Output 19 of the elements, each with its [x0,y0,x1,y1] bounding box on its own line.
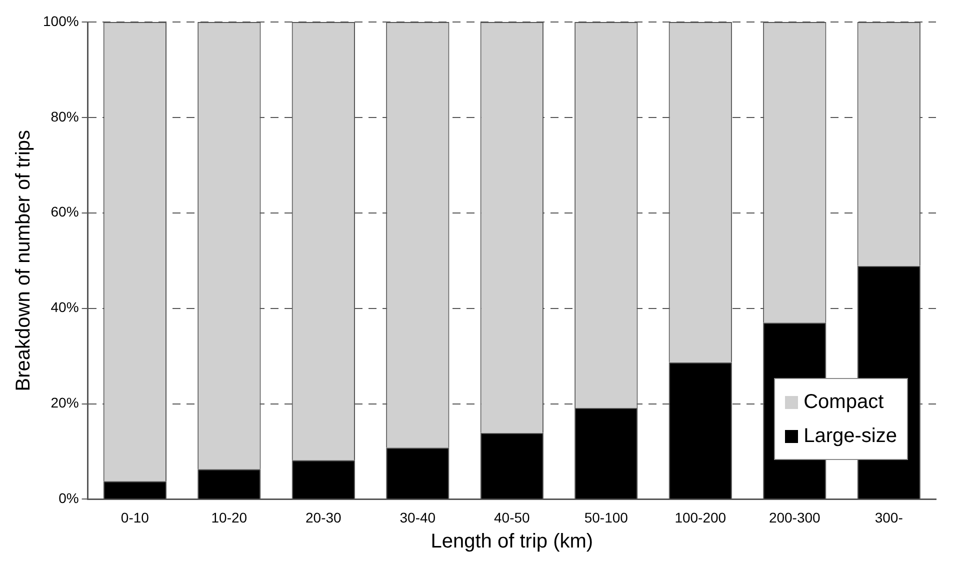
x-tick-label: 20-30 [306,509,342,526]
y-axis-title: Breakdown of number of trips [12,130,35,392]
x-tick-label: 300- [874,509,904,526]
y-tick-label: 100% [42,12,79,29]
y-tick-label: 60% [50,204,79,220]
x-tick-label: 40-50 [494,509,530,526]
x-tick-label: 200-300 [768,509,821,526]
legend-label: Large-size [804,424,897,449]
y-tick-label: 80% [50,108,79,124]
x-axis-title: Length of trip (km) [430,530,594,553]
x-tick-label: 50-100 [584,509,628,526]
x-tick-label: 10-20 [211,509,248,526]
x-tick-label: 100-200 [674,509,726,526]
y-tick-label: 40% [50,299,79,316]
y-tick-label: 0% [58,490,79,506]
legend-label: Compact [804,390,884,415]
x-tick-label: 0-10 [120,509,150,526]
y-tick-label: 20% [50,394,79,411]
x-tick-label: 30-40 [400,509,436,526]
